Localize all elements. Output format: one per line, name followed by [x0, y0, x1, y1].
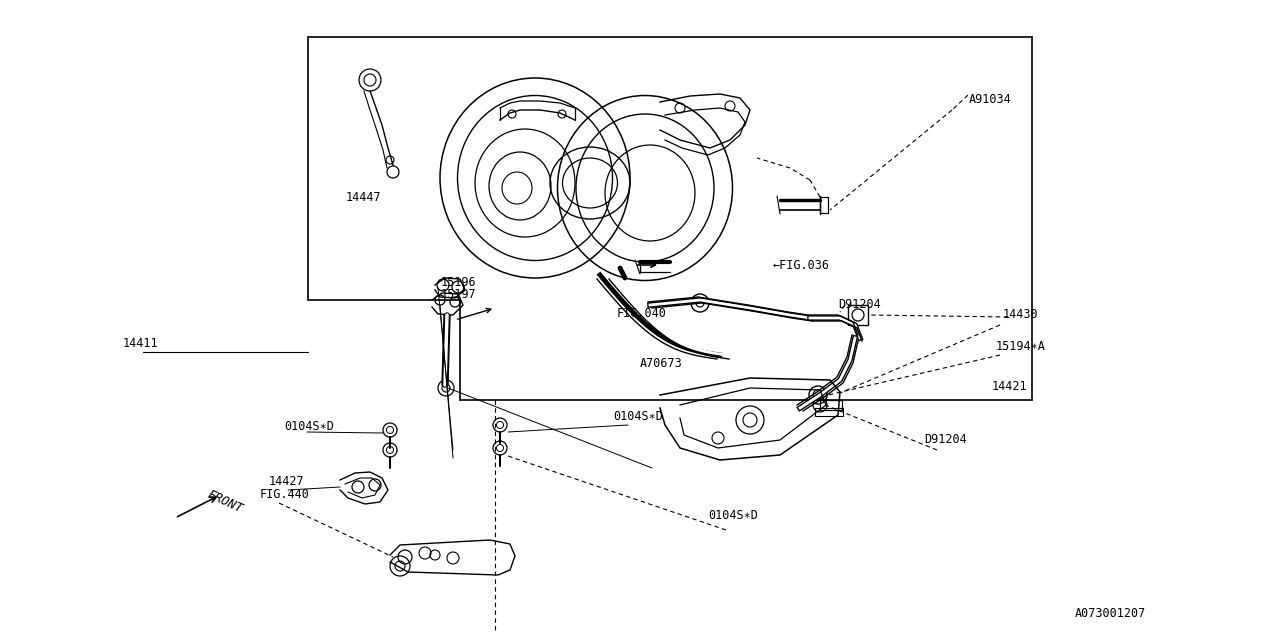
Text: A073001207: A073001207: [1075, 607, 1147, 620]
Text: 14447: 14447: [346, 191, 381, 204]
Bar: [849, 305, 868, 325]
Text: D91204: D91204: [838, 298, 881, 310]
Text: 0104S∗D: 0104S∗D: [284, 420, 334, 433]
Text: A70673: A70673: [640, 357, 682, 370]
Text: 15197: 15197: [440, 288, 476, 301]
Text: A91034: A91034: [969, 93, 1011, 106]
Bar: [815, 408, 844, 416]
Text: FRONT: FRONT: [205, 488, 244, 516]
Text: 15194∗A: 15194∗A: [996, 340, 1046, 353]
Text: 14430: 14430: [1002, 308, 1038, 321]
Bar: [820, 197, 828, 213]
Text: FIG.440: FIG.440: [260, 488, 310, 501]
Text: ←FIG.036: ←FIG.036: [773, 259, 831, 272]
Text: 14411: 14411: [123, 337, 159, 350]
Text: 15196: 15196: [440, 276, 476, 289]
Text: FIG.040: FIG.040: [617, 307, 667, 320]
Text: 0104S∗D: 0104S∗D: [613, 410, 663, 422]
Text: 0104S∗D: 0104S∗D: [708, 509, 758, 522]
Text: 14427: 14427: [269, 475, 305, 488]
Bar: [820, 400, 842, 410]
Text: 14421: 14421: [992, 380, 1028, 392]
Text: D91204: D91204: [924, 433, 966, 445]
